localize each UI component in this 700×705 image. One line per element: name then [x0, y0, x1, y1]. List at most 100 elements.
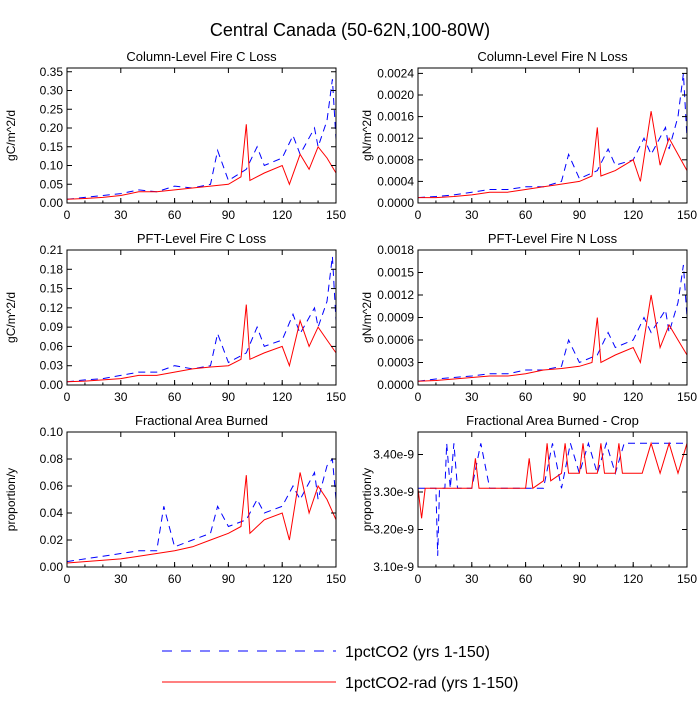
y-tick-label: 0.0015: [377, 266, 414, 280]
x-tick-label: 60: [168, 572, 182, 586]
x-tick-label: 30: [465, 208, 479, 222]
figure-title: Central Canada (50-62N,100-80W): [210, 20, 490, 40]
panel-2: Column-Level Fire N Loss gN/m^2/d 0 30 60 90 1…: [360, 49, 697, 222]
x-tick-label: 150: [677, 572, 697, 586]
x-tick-label: 150: [677, 390, 697, 404]
y-axis-label: gC/m^2/d: [4, 110, 18, 161]
y-tick-label: 0.12: [40, 301, 64, 315]
x-tick-label: 60: [519, 390, 533, 404]
plot-frame: [66, 431, 337, 568]
x-tick-label: 60: [519, 208, 533, 222]
y-tick-label: 0.09: [40, 320, 64, 334]
y-tick-label: 0.20: [40, 121, 64, 135]
legend-label-1pctCO2: 1pctCO2 (yrs 1-150): [345, 644, 490, 661]
series-line-1pctCO2-rad: [66, 304, 337, 383]
panel-title: Fractional Area Burned - Crop: [466, 413, 639, 428]
x-tick-label: 60: [519, 572, 533, 586]
y-tick-label: 0.00: [40, 196, 64, 210]
x-tick-label: 30: [114, 572, 128, 586]
x-tick-label: 60: [168, 208, 182, 222]
x-tick-label: 120: [623, 390, 643, 404]
series-line-1pctCO2: [417, 264, 688, 382]
panel-3: PFT-Level Fire C Loss gC/m^2/d 0 30 60 90 120 1…: [4, 231, 346, 404]
y-tick-label: 0.0004: [377, 174, 414, 188]
y-tick-label: 0.0009: [377, 311, 414, 325]
panel-title: Fractional Area Burned: [135, 413, 268, 428]
x-tick-label: 30: [114, 390, 128, 404]
x-tick-label: 0: [64, 572, 71, 586]
legend-label-1pctCO2-rad: 1pctCO2-rad (yrs 1-150): [345, 675, 518, 692]
plot-frame: [66, 67, 337, 204]
series-line-1pctCO2-rad: [66, 472, 337, 564]
y-tick-label: 0.03: [40, 359, 64, 373]
y-tick-label: 0.04: [40, 506, 64, 520]
y-tick-label: 0.06: [40, 339, 64, 353]
y-axis-label: proportion/y: [360, 468, 374, 531]
x-tick-label: 0: [415, 208, 422, 222]
series-line-1pctCO2-rad: [417, 294, 688, 382]
y-tick-label: 0.35: [40, 65, 64, 79]
x-tick-label: 120: [272, 390, 292, 404]
y-axis-label: gN/m^2/d: [360, 110, 374, 161]
x-tick-label: 90: [573, 572, 587, 586]
x-tick-label: 0: [415, 390, 422, 404]
y-tick-label: 0.02: [40, 533, 64, 547]
plot-frame: [417, 67, 688, 204]
x-tick-label: 30: [465, 390, 479, 404]
series-line-1pctCO2-rad: [418, 111, 688, 199]
x-tick-label: 30: [114, 208, 128, 222]
y-tick-label: 0.15: [40, 140, 64, 154]
panel-4: PFT-Level Fire N Loss gN/m^2/d 0 30 60 90 120 1…: [360, 231, 697, 404]
y-tick-label: 0.0018: [377, 243, 414, 257]
y-tick-label: 0.0012: [377, 288, 414, 302]
plot-frame: [417, 431, 688, 568]
series-line-1pctCO2: [66, 79, 337, 200]
series-line-1pctCO2: [66, 457, 337, 563]
y-tick-label: 0.05: [40, 177, 64, 191]
panel-6: Fractional Area Burned - Crop proportion/…: [360, 413, 697, 586]
series-line-1pctCO2-rad: [66, 124, 337, 200]
y-tick-label: 0.18: [40, 262, 64, 276]
y-axis-label: proportion/y: [4, 468, 18, 531]
y-tick-label: 0.0016: [377, 110, 414, 124]
y-tick-label: 0.10: [40, 159, 64, 173]
y-tick-label: 0.10: [40, 425, 64, 439]
y-tick-label: 0.15: [40, 282, 64, 296]
y-tick-label: 0.0024: [377, 66, 414, 80]
x-tick-label: 90: [573, 390, 587, 404]
y-tick-label: 0.08: [40, 452, 64, 466]
x-tick-label: 0: [415, 572, 422, 586]
plot-frame: [66, 249, 337, 386]
y-tick-label: 0.00: [40, 560, 64, 574]
panel-1: Column-Level Fire C Loss gC/m^2/d 0 30 60 90 1…: [4, 49, 346, 222]
plot-frame: [417, 249, 688, 386]
y-axis-label: gC/m^2/d: [4, 292, 18, 343]
x-tick-label: 60: [168, 390, 182, 404]
y-tick-label: 0.25: [40, 102, 64, 116]
x-tick-label: 120: [272, 208, 292, 222]
x-tick-label: 90: [222, 390, 236, 404]
panel-title: PFT-Level Fire N Loss: [488, 231, 618, 246]
y-tick-label: 3.20e-9: [373, 523, 414, 537]
series-line-1pctCO2: [66, 256, 337, 383]
y-tick-label: 3.10e-9: [373, 560, 414, 574]
series-line-1pctCO2: [418, 441, 687, 556]
series-line-1pctCO2-rad: [417, 441, 688, 519]
x-tick-label: 120: [272, 572, 292, 586]
y-tick-label: 0.0012: [377, 131, 414, 145]
y-tick-label: 0.0000: [377, 196, 414, 210]
x-tick-label: 150: [677, 208, 697, 222]
x-tick-label: 0: [64, 390, 71, 404]
y-tick-label: 3.40e-9: [373, 448, 414, 462]
x-tick-label: 150: [326, 208, 346, 222]
panel-title: Column-Level Fire N Loss: [477, 49, 628, 64]
y-tick-label: 0.21: [40, 243, 64, 257]
x-tick-label: 150: [326, 572, 346, 586]
x-tick-label: 150: [326, 390, 346, 404]
y-tick-label: 0.0003: [377, 356, 414, 370]
y-tick-label: 0.0006: [377, 333, 414, 347]
y-tick-label: 0.0020: [377, 88, 414, 102]
y-tick-label: 0.06: [40, 479, 64, 493]
